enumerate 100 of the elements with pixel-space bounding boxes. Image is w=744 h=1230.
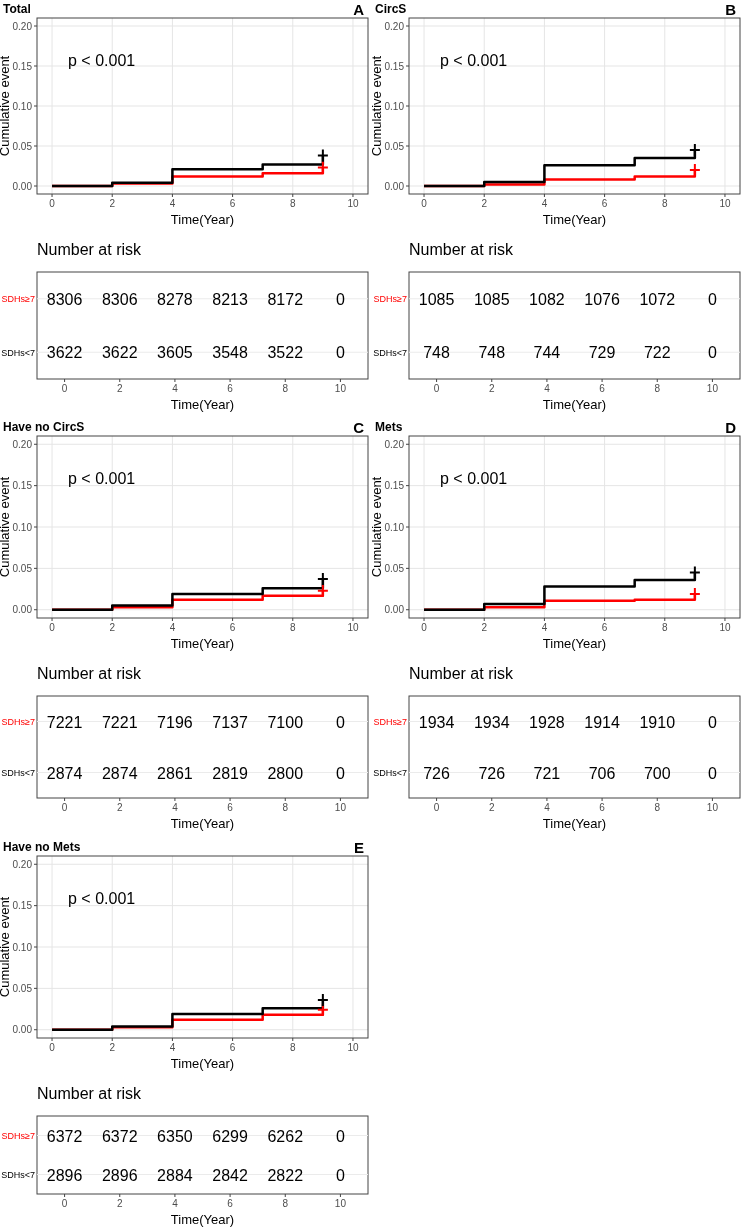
data-label: 3622 — [46, 344, 83, 362]
data-label: 1934 — [473, 713, 510, 731]
data-label: 726 — [423, 764, 451, 782]
data-label: 1914 — [584, 713, 620, 731]
y-tick-label: 0.10 — [384, 521, 405, 533]
annotation: p < 0.001 — [68, 52, 136, 69]
x-tick-label: 6 — [229, 622, 236, 633]
chart-title: Number at risk — [37, 1085, 143, 1102]
y-tick-label: 0.15 — [384, 480, 405, 492]
y-axis-title: Cumulative event — [369, 55, 384, 157]
data-label: 700 — [643, 764, 671, 782]
annotation: C — [353, 419, 365, 436]
y-tick-label: 0.05 — [12, 140, 33, 152]
data-label: 706 — [588, 764, 616, 782]
y-tick-label: SDHs<7 — [1, 347, 35, 358]
x-tick-label: 10 — [347, 1042, 359, 1053]
annotation: p < 0.001 — [440, 52, 508, 69]
data-label: 3548 — [212, 344, 248, 362]
y-axis-title: Cumulative event — [0, 55, 12, 157]
y-tick-label: 0.20 — [12, 438, 33, 450]
data-label: 729 — [588, 344, 616, 362]
data-label: 8172 — [267, 290, 304, 308]
data-label: 8213 — [212, 290, 248, 308]
data-label: 7196 — [157, 713, 193, 731]
data-label: 7221 — [101, 713, 138, 731]
x-axis-title: Time(Year) — [170, 816, 235, 831]
x-tick-label: 8 — [282, 383, 289, 394]
x-tick-label: 0 — [433, 383, 440, 394]
data-label: 2861 — [157, 764, 193, 782]
annotation: B — [725, 1, 737, 18]
data-label: 3605 — [157, 344, 193, 362]
x-tick-label: 0 — [49, 1042, 56, 1053]
x-tick-label: 8 — [289, 1042, 296, 1053]
x-tick-label: 4 — [544, 802, 551, 813]
chart-title: Have no Mets — [3, 840, 81, 854]
data-label: 0 — [335, 764, 345, 782]
x-tick-label: 6 — [227, 1198, 234, 1209]
data-label: 1085 — [473, 290, 510, 308]
data-label: 7137 — [212, 713, 248, 731]
data-label: 0 — [707, 344, 717, 362]
x-tick-label: 10 — [347, 198, 359, 209]
y-tick-label: SDHs<7 — [373, 768, 407, 778]
x-tick-label: 8 — [661, 622, 668, 633]
y-tick-label: SDHs<7 — [1, 768, 35, 778]
y-tick-label: 0.05 — [384, 140, 405, 152]
x-axis-title: Time(Year) — [542, 636, 607, 651]
y-tick-label: SDHs≥7 — [373, 294, 407, 305]
annotation: p < 0.001 — [440, 470, 508, 487]
x-tick-label: 10 — [706, 802, 719, 813]
x-axis-title: Time(Year) — [542, 816, 607, 831]
data-label: 721 — [533, 764, 561, 782]
x-tick-label: 0 — [49, 622, 56, 633]
y-tick-label: 0.20 — [12, 858, 33, 870]
data-label: 3622 — [101, 344, 138, 362]
data-label: 0 — [335, 344, 345, 362]
data-label: 2822 — [267, 1166, 304, 1184]
x-tick-label: 6 — [601, 622, 608, 633]
chart-title: Have no CircS — [3, 420, 85, 434]
x-tick-label: 2 — [109, 198, 116, 209]
y-tick-label: 0.00 — [384, 180, 405, 192]
x-tick-label: 2 — [116, 383, 123, 394]
data-label: 2874 — [101, 764, 138, 782]
y-tick-label: 0.15 — [12, 900, 33, 912]
x-tick-label: 4 — [169, 622, 176, 633]
data-label: 748 — [478, 344, 506, 362]
x-tick-label: 4 — [172, 802, 179, 813]
annotation: E — [353, 839, 364, 856]
x-tick-label: 4 — [169, 198, 176, 209]
x-tick-label: 2 — [109, 622, 116, 633]
x-tick-label: 2 — [116, 802, 123, 813]
x-tick-label: 6 — [601, 198, 608, 209]
y-tick-label: 0.00 — [12, 604, 33, 616]
x-tick-label: 2 — [481, 198, 488, 209]
x-axis-title: Time(Year) — [170, 397, 235, 412]
y-tick-label: SDHs≥7 — [1, 717, 35, 727]
x-axis-title: Time(Year) — [542, 397, 607, 412]
chart-title: Mets — [375, 420, 403, 434]
data-label: 6372 — [46, 1127, 83, 1145]
data-label: 1910 — [639, 713, 676, 731]
y-tick-label: 0.15 — [384, 60, 405, 72]
x-tick-label: 6 — [227, 802, 234, 813]
annotation: D — [725, 419, 737, 436]
y-tick-label: 0.10 — [12, 100, 33, 112]
y-tick-label: 0.00 — [384, 604, 405, 616]
chart-title: Number at risk — [409, 241, 515, 258]
data-label: 0 — [335, 1127, 345, 1145]
x-tick-label: 4 — [172, 1198, 179, 1209]
y-tick-label: SDHs≥7 — [1, 294, 35, 305]
x-tick-label: 10 — [347, 622, 359, 633]
data-label: 8306 — [46, 290, 83, 308]
y-tick-label: 0.00 — [12, 1024, 33, 1036]
chart-title: Number at risk — [37, 665, 143, 682]
x-tick-label: 0 — [49, 198, 56, 209]
data-label: 8278 — [157, 290, 193, 308]
data-label: 8306 — [101, 290, 138, 308]
y-tick-label: 0.05 — [12, 562, 33, 574]
chart-title: Total — [3, 2, 31, 16]
y-axis-title: Cumulative event — [0, 896, 12, 998]
data-label: 0 — [707, 713, 717, 731]
y-tick-label: 0.15 — [12, 60, 33, 72]
